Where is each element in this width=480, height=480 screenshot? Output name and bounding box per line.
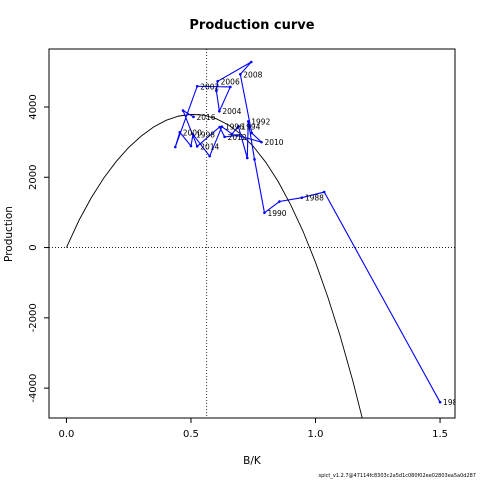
trajectory-point [189, 144, 193, 148]
y-tick-label: -2000 [28, 303, 39, 332]
trajectory-point [223, 135, 226, 139]
year-label: 2008 [243, 70, 262, 79]
y-tick-label: 4000 [28, 94, 39, 119]
year-label: 1992 [251, 117, 270, 126]
x-tick-label: 0.5 [183, 429, 199, 440]
trajectory-point [178, 130, 182, 134]
trajectory-point [218, 125, 221, 129]
trajectory-point [191, 133, 195, 136]
trajectory-point [238, 73, 242, 76]
trajectory-point [278, 200, 281, 203]
x-tick-label: 1.0 [308, 429, 324, 440]
chart-title: Production curve [189, 18, 314, 33]
year-label: 2016 [196, 113, 215, 122]
year-label: 2006 [221, 77, 240, 86]
footer-version-text: spict_v1.2.7@47114fc8303c2a5d1c080f02ee0… [319, 473, 477, 479]
trajectory-point [235, 134, 239, 137]
year-label: 1996 [225, 123, 244, 132]
trajectory-point [237, 125, 240, 128]
year-label: 2014 [200, 142, 219, 151]
trajectory-point [192, 115, 195, 119]
y-tick-label: 0 [28, 244, 39, 250]
trajectory-point [322, 190, 326, 194]
trajectory-point [246, 120, 250, 123]
trajectory-point [208, 154, 211, 158]
x-tick-label: 1.5 [432, 429, 448, 440]
production-curve-line [66, 113, 363, 418]
trajectory-point [263, 211, 266, 215]
trajectory-point [438, 400, 442, 404]
year-label: 2000 [183, 128, 202, 137]
year-label: 2002 [200, 82, 219, 91]
axes: 0.0 0.5 1.0 1.5 -4000 -2000 0 2000 4000 [28, 94, 448, 440]
trajectory-point [230, 132, 234, 136]
trajectory-point [253, 158, 256, 161]
trajectory-point [195, 84, 199, 88]
trajectory-point [181, 109, 185, 112]
trajectory-point [249, 60, 253, 64]
trajectory-point [215, 89, 218, 93]
trajectory-point [216, 80, 219, 83]
y-axis-label: Production [3, 206, 15, 262]
year-label: 2010 [264, 138, 283, 147]
year-label: 2012 [228, 133, 247, 142]
year-label: 2004 [222, 107, 241, 116]
x-axis-label: B/K [243, 455, 262, 467]
year-label: 1998 [196, 130, 215, 139]
year-label: 1990 [267, 209, 286, 218]
trajectory-point [218, 109, 221, 113]
y-tick-label: 2000 [28, 165, 39, 190]
trajectory-point [245, 156, 249, 160]
year-label: 1988 [305, 194, 324, 203]
trajectory-point [195, 145, 199, 148]
x-tick-label: 0.0 [58, 429, 74, 440]
year-label: 1994 [241, 122, 260, 131]
plot-frame [48, 48, 456, 419]
y-tick-label: -4000 [28, 374, 39, 403]
trajectory-point [260, 140, 263, 144]
year-label: 1986 [443, 398, 462, 407]
trajectory-point [300, 196, 304, 199]
trajectory-point [220, 125, 224, 128]
trajectory-point [173, 145, 177, 149]
trajectory-point [229, 85, 232, 89]
trajectory-point [250, 131, 254, 135]
